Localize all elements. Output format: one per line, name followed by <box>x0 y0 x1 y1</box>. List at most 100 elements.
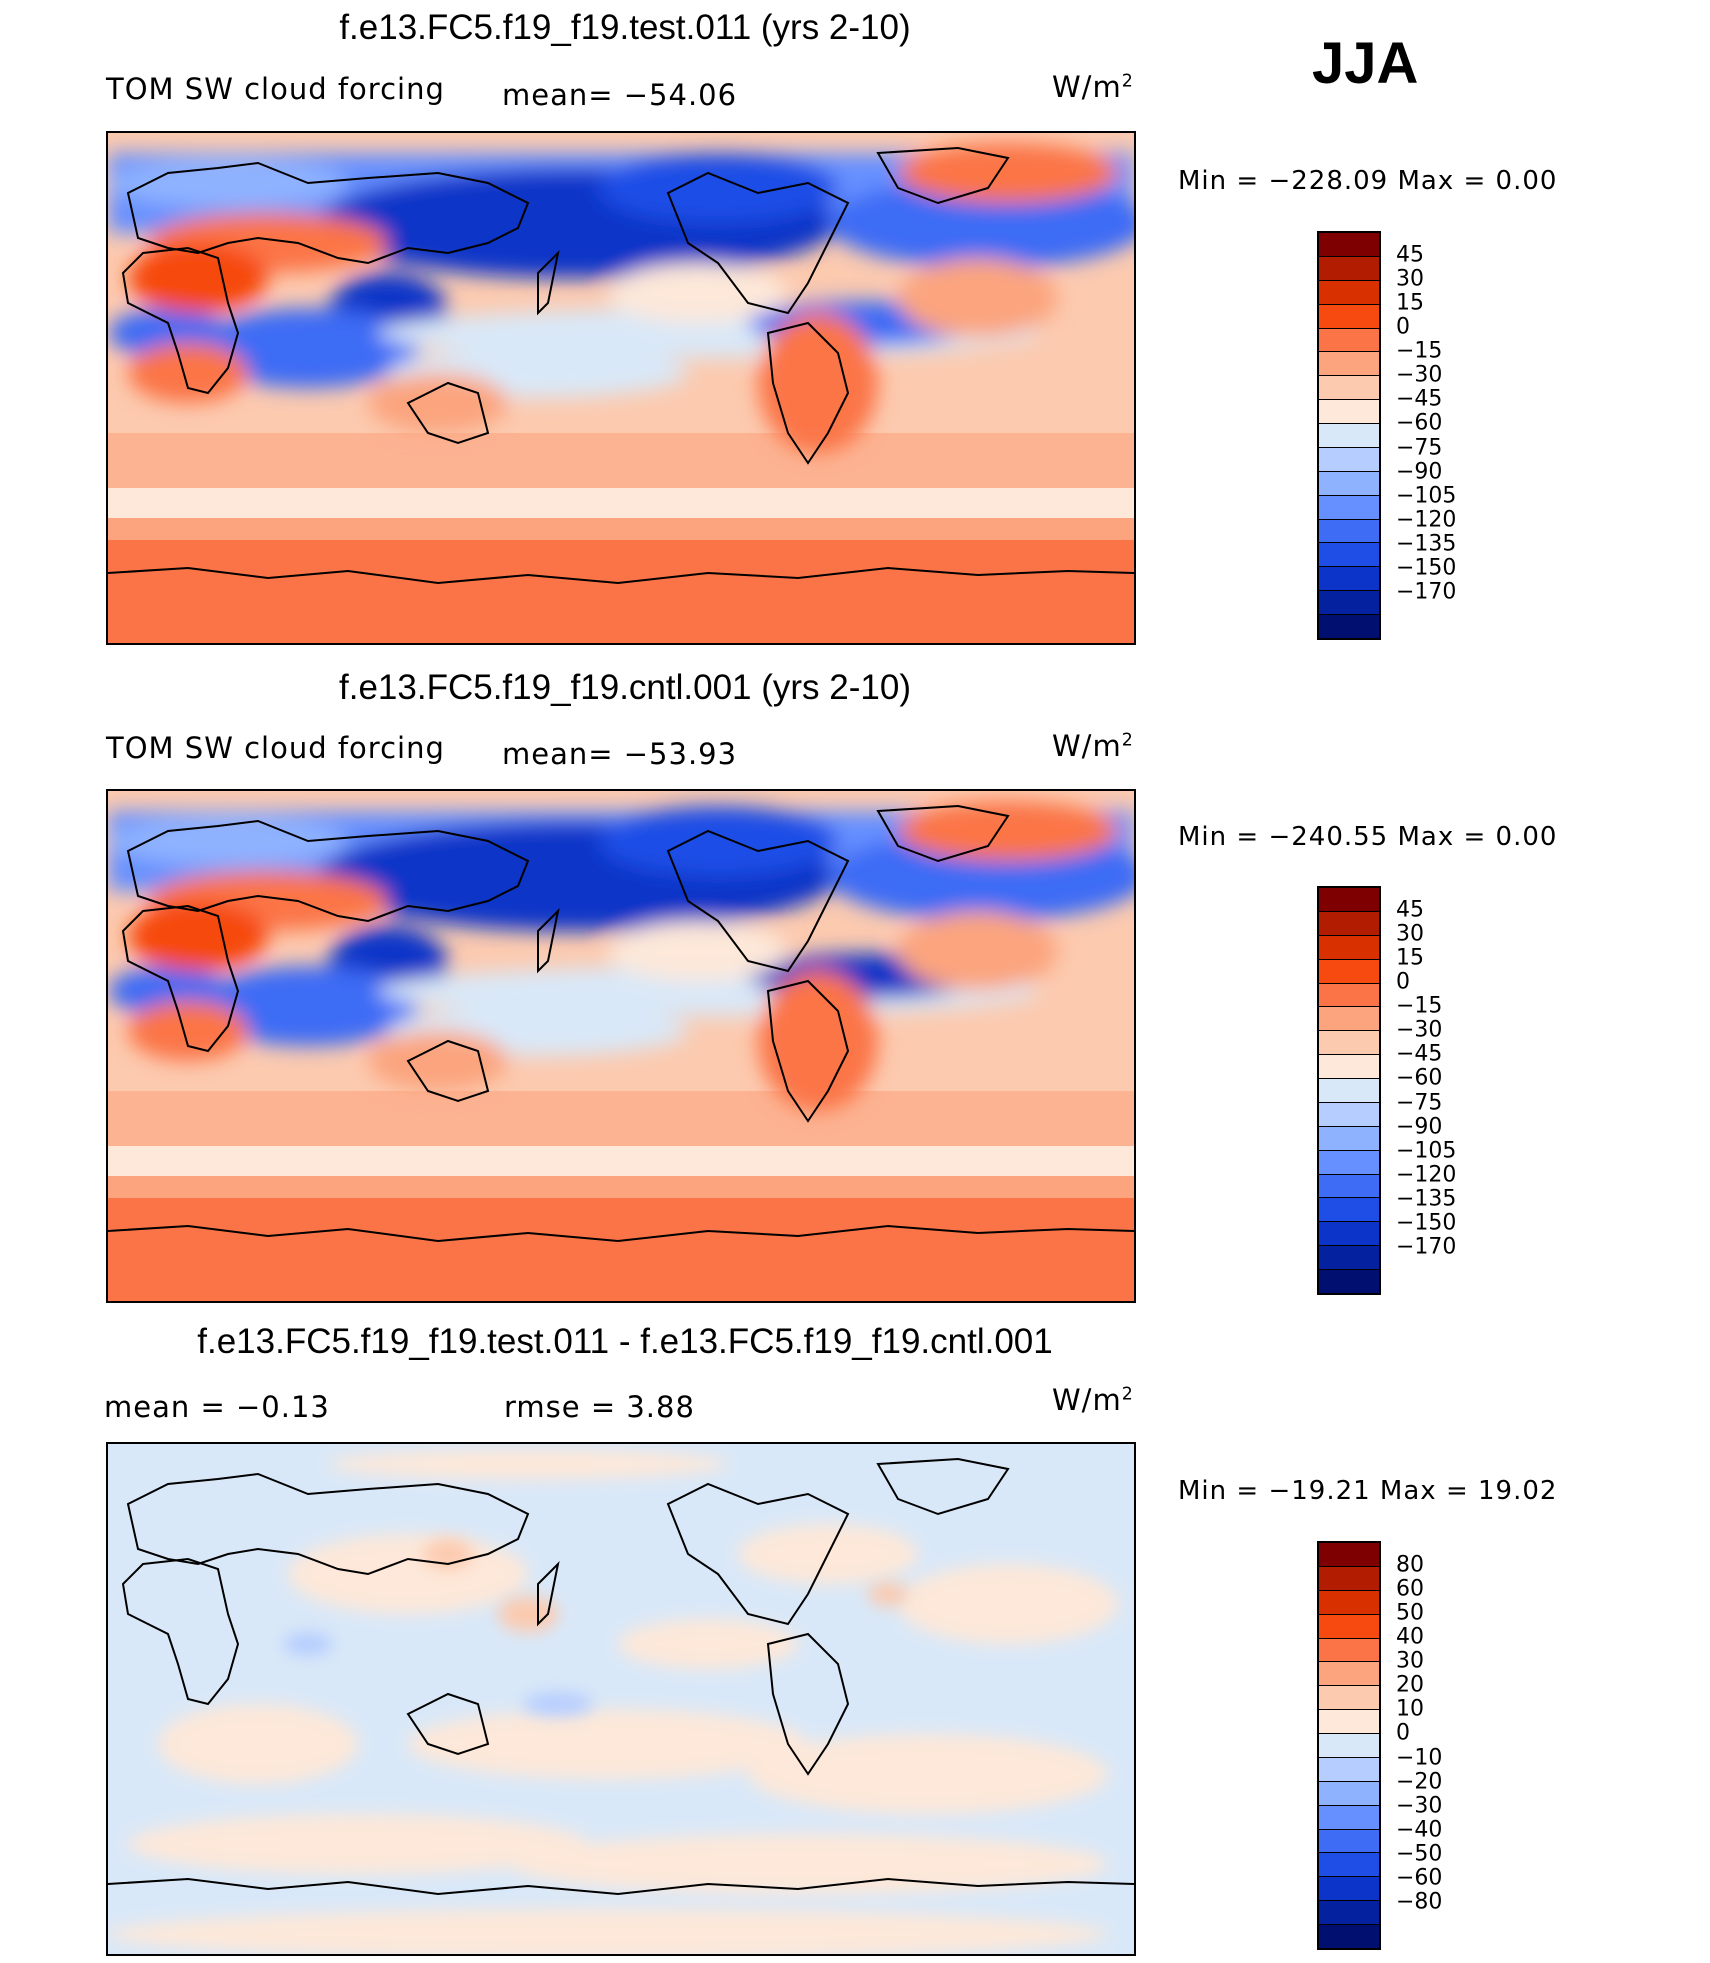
colorbar-tick-label: −15 <box>1396 993 1443 1019</box>
panel-1-min-max: Min = −228.09 Max = 0.00 <box>1178 166 1558 196</box>
colorbar-tick-label: −120 <box>1396 507 1457 533</box>
panel-1-title: f.e13.FC5.f19_f19.test.011 (yrs 2-10) <box>339 8 911 47</box>
colorbar-tick-label: −10 <box>1396 1745 1443 1771</box>
colorbar-swatch <box>1319 591 1379 615</box>
colorbar-tick-label: −60 <box>1396 1865 1443 1891</box>
colorbar-swatch <box>1319 543 1379 568</box>
colorbar-swatch <box>1319 1150 1379 1175</box>
colorbar-tick-label: 0 <box>1396 314 1410 340</box>
colorbar-tick-label: 45 <box>1396 242 1424 268</box>
colorbar-tick-label: 0 <box>1396 969 1410 995</box>
colorbar-swatch <box>1319 519 1379 544</box>
colorbar-tick-label: 50 <box>1396 1600 1424 1626</box>
panel-3-min-max: Min = −19.21 Max = 19.02 <box>1178 1476 1558 1506</box>
colorbar-swatch <box>1319 1079 1379 1103</box>
colorbar-swatch <box>1319 1007 1379 1032</box>
colorbar-tick-label: −170 <box>1396 579 1457 605</box>
colorbar-swatch <box>1319 1102 1379 1127</box>
colorbar-swatch <box>1319 1781 1379 1806</box>
panel-2-variable-label: TOM SW cloud forcing <box>106 731 445 765</box>
colorbar-tick-label: −20 <box>1396 1769 1443 1795</box>
colorbar-swatch <box>1319 911 1379 936</box>
panel-2-mean-label: mean= −53.93 <box>502 737 738 771</box>
colorbar-tick-label: 45 <box>1396 897 1424 923</box>
panel-3-mean-label: mean = −0.13 <box>104 1390 330 1424</box>
colorbar-swatch <box>1319 495 1379 520</box>
colorbar-swatch <box>1319 1877 1379 1902</box>
colorbar-swatch <box>1319 1734 1379 1758</box>
colorbar-tick-label: −135 <box>1396 1186 1457 1212</box>
colorbar-swatch <box>1319 983 1379 1008</box>
panel-1-units: W/m2 <box>1052 70 1134 104</box>
colorbar-swatch <box>1319 1901 1379 1925</box>
colorbar-tick-label: −90 <box>1396 1114 1443 1140</box>
colorbar-tick-label: 30 <box>1396 1648 1424 1674</box>
season-label: JJA <box>1312 31 1419 96</box>
southern-band <box>108 538 1134 643</box>
colorbar-swatch <box>1319 1614 1379 1639</box>
colorbar-tick-label: −45 <box>1396 1041 1443 1067</box>
colorbar-tick-label: −75 <box>1396 1090 1443 1116</box>
colorbar-tick-label: −120 <box>1396 1162 1457 1188</box>
panel-1-variable-label: TOM SW cloud forcing <box>106 72 445 106</box>
colorbar-swatch <box>1319 304 1379 329</box>
colorbar-swatch <box>1319 1638 1379 1663</box>
colorbar-swatch <box>1319 1126 1379 1151</box>
colorbar-swatch <box>1319 233 1379 257</box>
colorbar-tick-label: −75 <box>1396 435 1443 461</box>
colorbar-tick-label: 0 <box>1396 1720 1410 1746</box>
colorbar-tick-label: 60 <box>1396 1576 1424 1602</box>
colorbar-tick-label: −80 <box>1396 1889 1443 1915</box>
colorbar-swatch <box>1319 352 1379 377</box>
colorbar-tick-label: 80 <box>1396 1552 1424 1578</box>
panel-2-min-max: Min = −240.55 Max = 0.00 <box>1178 822 1558 852</box>
panel-3-colorbar <box>1317 1541 1381 1950</box>
colorbar-swatch <box>1319 1566 1379 1591</box>
colorbar-swatch <box>1319 1925 1379 1948</box>
colorbar-swatch <box>1319 256 1379 281</box>
panel-2-units: W/m2 <box>1052 729 1134 763</box>
colorbar-tick-label: −60 <box>1396 1065 1443 1091</box>
panel-3-units: W/m2 <box>1052 1383 1134 1417</box>
colorbar-swatch <box>1319 1686 1379 1711</box>
colorbar-tick-label: −60 <box>1396 410 1443 436</box>
colorbar-swatch <box>1319 1543 1379 1567</box>
colorbar-swatch <box>1319 1198 1379 1223</box>
colorbar-swatch <box>1319 1710 1379 1734</box>
coastlines <box>108 146 1134 585</box>
colorbar-tick-label: 15 <box>1396 945 1424 971</box>
colorbar-swatch <box>1319 1270 1379 1293</box>
colorbar-tick-label: 15 <box>1396 290 1424 316</box>
colorbar-tick-label: −40 <box>1396 1817 1443 1843</box>
colorbar-tick-label: −90 <box>1396 459 1443 485</box>
colorbar-swatch <box>1319 1055 1379 1079</box>
colorbar-tick-label: 30 <box>1396 921 1424 947</box>
panel-2-map <box>106 789 1136 1303</box>
colorbar-swatch <box>1319 1662 1379 1687</box>
panel-3-map <box>106 1442 1136 1956</box>
colorbar-swatch <box>1319 1590 1379 1615</box>
colorbar-tick-label: −150 <box>1396 555 1457 581</box>
colorbar-tick-label: −135 <box>1396 531 1457 557</box>
colorbar-tick-label: −30 <box>1396 362 1443 388</box>
colorbar-swatch <box>1319 1222 1379 1247</box>
colorbar-swatch <box>1319 328 1379 353</box>
colorbar-tick-label: −105 <box>1396 483 1457 509</box>
colorbar-tick-label: −45 <box>1396 386 1443 412</box>
colorbar-tick-label: 10 <box>1396 1696 1424 1722</box>
colorbar-swatch <box>1319 280 1379 305</box>
colorbar-tick-label: −105 <box>1396 1138 1457 1164</box>
panel-3-rmse-label: rmse = 3.88 <box>504 1390 695 1424</box>
colorbar-swatch <box>1319 471 1379 496</box>
colorbar-tick-label: −30 <box>1396 1017 1443 1043</box>
colorbar-swatch <box>1319 1805 1379 1830</box>
panel-3-title: f.e13.FC5.f19_f19.test.011 - f.e13.FC5.f… <box>197 1322 1053 1361</box>
panel-1-mean-label: mean= −54.06 <box>502 78 738 112</box>
panel-2-title: f.e13.FC5.f19_f19.cntl.001 (yrs 2-10) <box>339 668 911 707</box>
colorbar-swatch <box>1319 1031 1379 1056</box>
colorbar-tick-label: 30 <box>1396 266 1424 292</box>
colorbar-tick-label: −50 <box>1396 1841 1443 1867</box>
colorbar-swatch <box>1319 959 1379 984</box>
panel-2-colorbar <box>1317 886 1381 1295</box>
colorbar-swatch <box>1319 1757 1379 1782</box>
